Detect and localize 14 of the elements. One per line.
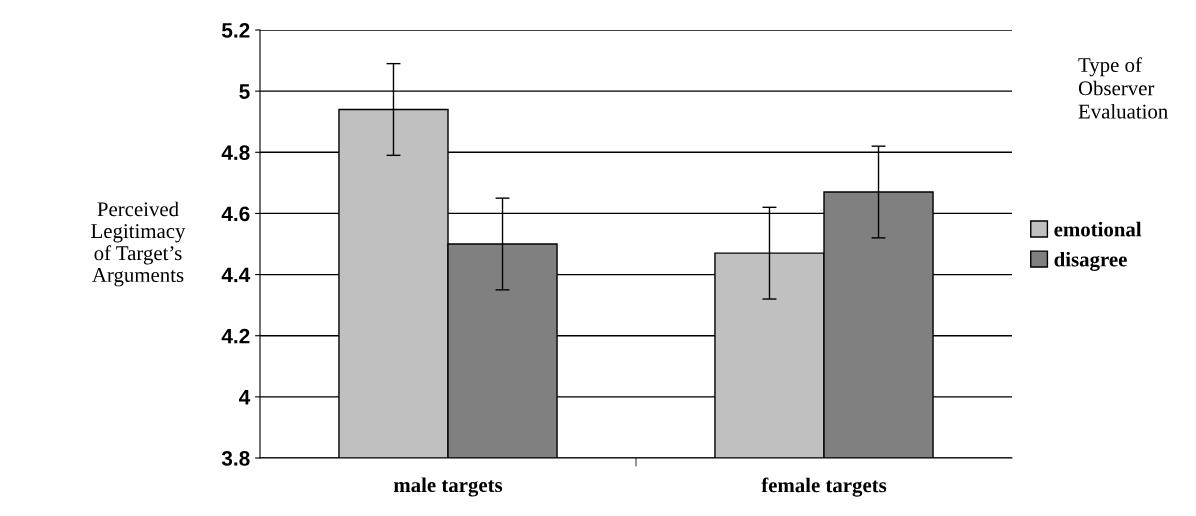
- x-tick-label: female targets: [761, 477, 887, 497]
- y-tick-label: 4: [239, 390, 251, 405]
- legend-title: Type of Observer Evaluation: [1078, 57, 1168, 119]
- y-tick-label: 3.8: [221, 451, 250, 466]
- y-tick-label: 4.4: [221, 267, 251, 283]
- legend-label: emotional: [1054, 221, 1142, 237]
- y-tick-label: 5: [239, 84, 250, 99]
- x-tick-label: male targets: [393, 477, 503, 497]
- y-tick-label: 4.8: [221, 145, 250, 161]
- y-tick-label: 5.2: [221, 23, 250, 38]
- y-axis-title: Perceived Legitimacy of Target’s Arguments: [91, 201, 186, 287]
- legend-label: disagree: [1054, 251, 1127, 271]
- y-tick-label: 4.2: [221, 328, 250, 344]
- y-tick-label: 4.6: [221, 206, 250, 222]
